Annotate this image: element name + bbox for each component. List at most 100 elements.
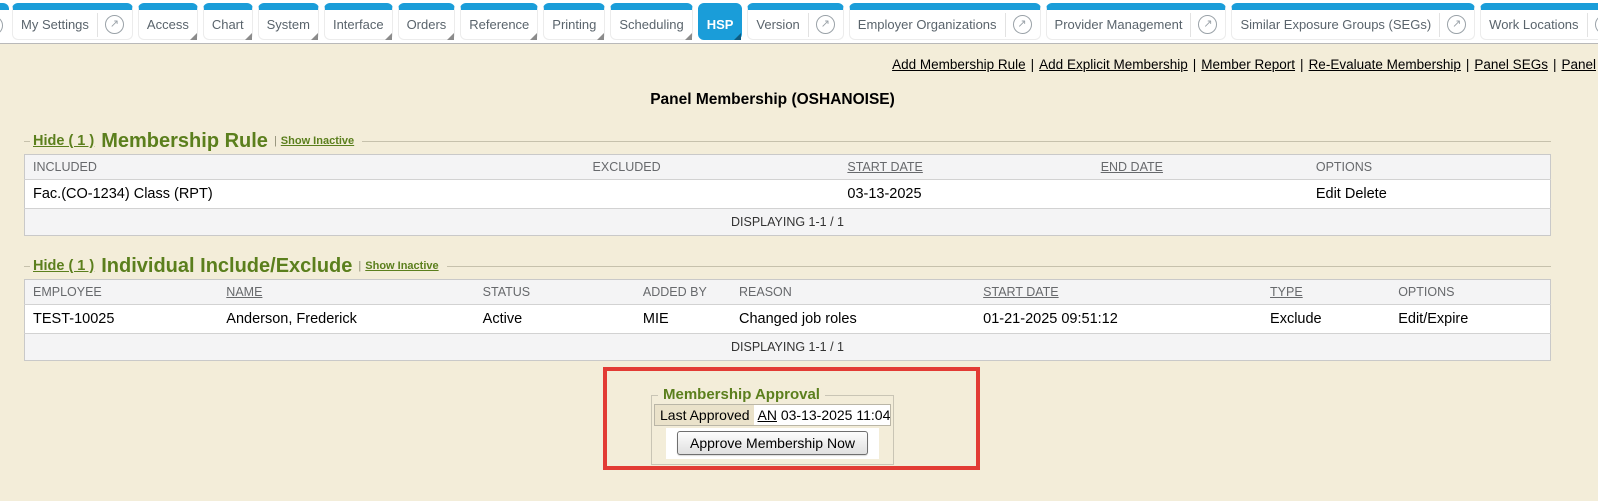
external-link-icon[interactable]: ↗ (1594, 15, 1598, 34)
membership-rule-legend: Hide ( 1 ) Membership Rule | Show Inacti… (24, 128, 1551, 154)
tab-label: Provider Management (1054, 17, 1183, 32)
cell-type: Exclude (1262, 304, 1391, 334)
re-evaluate-membership-link[interactable]: Re-Evaluate Membership (1308, 57, 1461, 72)
top-nav-bar: ↗ My Settings ↗ Access Chart System Inte… (0, 0, 1598, 44)
membership-rule-table: INCLUDED EXCLUDED START DATE END DATE OP… (24, 154, 1551, 236)
col-reason: REASON (731, 279, 976, 305)
col-included: INCLUDED (24, 154, 585, 180)
tab-divider (807, 12, 809, 37)
tab-label: Scheduling (619, 17, 684, 32)
displaying-count: DISPLAYING 1-1 / 1 (24, 333, 1551, 361)
table-footer-row: DISPLAYING 1-1 / 1 (24, 333, 1551, 361)
tab-system[interactable]: System (257, 3, 319, 40)
external-link-icon: ↗ (0, 16, 3, 35)
external-link-icon[interactable]: ↗ (815, 15, 835, 34)
show-inactive-link[interactable]: Show Inactive (365, 260, 439, 272)
cell-options[interactable]: Edit/Expire (1390, 304, 1551, 334)
tab-divider (1439, 12, 1441, 37)
tab-work-locations[interactable]: Work Locations ↗ (1480, 3, 1598, 40)
fieldset-line (24, 140, 30, 142)
tab-version[interactable]: Version ↗ (747, 3, 844, 40)
cell-added-by: MIE (634, 304, 731, 334)
cell-included: Fac.(CO-1234) Class (RPT) (24, 179, 585, 209)
last-approved-value: AN 03-13-2025 11:04 (754, 405, 895, 425)
individual-table: EMPLOYEE NAME STATUS ADDED BY REASON STA… (24, 279, 1551, 361)
external-link-icon[interactable]: ↗ (1012, 15, 1032, 34)
tab-hsp[interactable]: HSP (697, 3, 743, 40)
hide-individual-link[interactable]: Hide ( 1 ) (33, 258, 95, 274)
approve-button-row: Approve Membership Now (666, 428, 879, 459)
table-row: TEST-10025 Anderson, Frederick Active MI… (24, 304, 1551, 334)
tab-employer-organizations[interactable]: Employer Organizations ↗ (848, 3, 1041, 40)
col-employee: EMPLOYEE (24, 279, 219, 305)
tab-orders[interactable]: Orders (397, 3, 456, 40)
approved-datetime: 03-13-2025 11:04 (780, 407, 891, 423)
tab-interface[interactable]: Interface (323, 3, 393, 40)
col-added-by: ADDED BY (634, 279, 731, 305)
displaying-count: DISPLAYING 1-1 / 1 (24, 208, 1551, 236)
tab-my-settings[interactable]: My Settings ↗ (12, 3, 133, 40)
cell-status: Active (474, 304, 635, 334)
col-name[interactable]: NAME (218, 279, 475, 305)
tab-chart[interactable]: Chart (202, 3, 253, 40)
dropdown-corner-icon (189, 33, 197, 40)
partial-tab[interactable]: ↗ (0, 3, 9, 40)
dropdown-corner-icon (530, 33, 538, 40)
col-start-date[interactable]: START DATE (839, 154, 1093, 180)
membership-rule-section: Hide ( 1 ) Membership Rule | Show Inacti… (24, 128, 1551, 236)
approver-initials-link[interactable]: AN (757, 407, 777, 423)
dropdown-corner-icon (684, 33, 692, 40)
tab-divider (1586, 12, 1588, 37)
external-link-icon[interactable]: ↗ (1198, 15, 1218, 34)
tab-label: Version (756, 17, 800, 32)
add-explicit-membership-link[interactable]: Add Explicit Membership (1039, 57, 1188, 72)
link-separator: | (1465, 57, 1470, 72)
member-report-link[interactable]: Member Report (1201, 57, 1296, 72)
tab-label: Orders (406, 17, 447, 32)
membership-approval-title: Membership Approval (658, 386, 825, 403)
tab-label: Access (146, 17, 189, 32)
add-membership-rule-link[interactable]: Add Membership Rule (892, 57, 1026, 72)
tab-label: Printing (552, 17, 597, 32)
link-separator: | (1030, 57, 1035, 72)
tab-label: Interface (332, 17, 384, 32)
col-type[interactable]: TYPE (1262, 279, 1391, 305)
membership-approval-panel: Membership Approval Last Approved AN 03-… (651, 386, 895, 465)
membership-rule-title: Membership Rule (101, 129, 268, 152)
individual-include-exclude-section: Hide ( 1 ) Individual Include/Exclude | … (24, 253, 1551, 361)
col-excluded: EXCLUDED (584, 154, 840, 180)
tab-label: HSP (706, 17, 734, 32)
tab-similar-exposure-groups[interactable]: Similar Exposure Groups (SEGs) ↗ (1231, 3, 1476, 40)
dropdown-corner-icon (597, 33, 605, 40)
tab-scheduling[interactable]: Scheduling (610, 3, 693, 40)
cell-start-date: 01-21-2025 09:51:12 (975, 304, 1263, 334)
col-options: OPTIONS (1307, 154, 1551, 180)
cell-excluded (584, 179, 840, 209)
external-link-icon[interactable]: ↗ (1447, 15, 1467, 34)
approve-membership-button[interactable]: Approve Membership Now (677, 431, 868, 455)
show-inactive-link[interactable]: Show Inactive (280, 135, 355, 147)
cell-name: Anderson, Frederick (218, 304, 475, 334)
legend-separator: | (273, 135, 277, 147)
tab-divider (1190, 12, 1192, 37)
panel-segs-link[interactable]: Panel SEGs (1474, 57, 1548, 72)
panel-link[interactable]: Panel (1561, 57, 1596, 72)
page-title: Panel Membership (OSHANOISE) (650, 91, 895, 108)
tab-printing[interactable]: Printing (543, 3, 606, 40)
dropdown-corner-icon (447, 33, 455, 40)
cell-employee: TEST-10025 (24, 304, 219, 334)
table-footer-row: DISPLAYING 1-1 / 1 (24, 208, 1551, 236)
individual-title: Individual Include/Exclude (101, 254, 353, 277)
col-start-date[interactable]: START DATE (975, 279, 1263, 305)
hide-membership-rule-link[interactable]: Hide ( 1 ) (33, 133, 95, 149)
fieldset-line (362, 140, 1551, 142)
col-end-date[interactable]: END DATE (1092, 154, 1308, 180)
tab-label: Work Locations (1489, 17, 1579, 32)
tab-reference[interactable]: Reference (460, 3, 539, 40)
cell-options[interactable]: Edit Delete (1307, 179, 1551, 209)
tab-provider-management[interactable]: Provider Management ↗ (1045, 3, 1227, 40)
individual-legend: Hide ( 1 ) Individual Include/Exclude | … (24, 253, 1551, 279)
tab-access[interactable]: Access (137, 3, 198, 40)
table-header-row: EMPLOYEE NAME STATUS ADDED BY REASON STA… (24, 279, 1551, 305)
external-link-icon[interactable]: ↗ (104, 15, 124, 34)
